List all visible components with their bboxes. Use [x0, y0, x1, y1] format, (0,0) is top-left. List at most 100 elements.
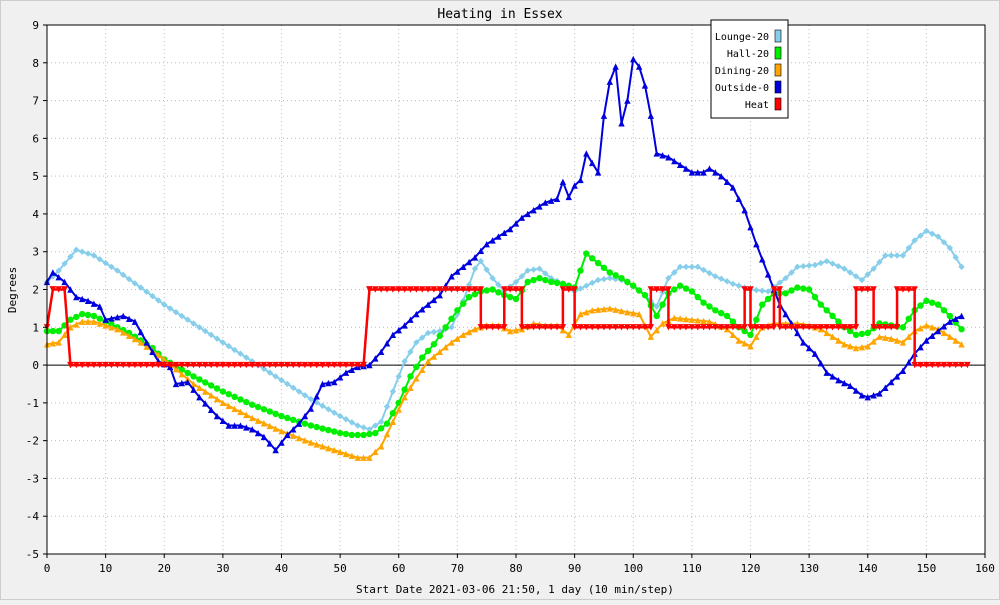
- data-point-lounge-20: [835, 262, 842, 270]
- data-point-outside-0: [735, 195, 742, 203]
- data-point-dining-20: [940, 329, 948, 337]
- data-point-heat: [635, 324, 643, 331]
- data-point-lounge-20: [899, 252, 907, 259]
- data-point-outside-0: [319, 380, 326, 388]
- data-point-dining-20: [589, 307, 596, 314]
- data-point-hall-20: [782, 290, 789, 297]
- data-point-outside-0: [729, 184, 737, 191]
- data-point-outside-0: [225, 422, 232, 429]
- data-point-dining-20: [73, 321, 80, 328]
- data-point-lounge-20: [753, 286, 760, 294]
- data-point-dining-20: [419, 366, 426, 373]
- data-point-outside-0: [401, 322, 408, 329]
- data-point-heat: [501, 324, 508, 331]
- data-point-lounge-20: [172, 308, 180, 316]
- data-point-outside-0: [495, 233, 502, 240]
- data-point-dining-20: [829, 333, 836, 340]
- data-point-hall-20: [794, 284, 801, 291]
- data-point-lounge-20: [73, 246, 80, 254]
- data-point-lounge-20: [700, 266, 707, 274]
- data-point-heat: [659, 286, 666, 293]
- data-point-dining-20: [888, 335, 895, 342]
- data-point-outside-0: [137, 328, 144, 336]
- data-point-outside-0: [547, 197, 555, 204]
- data-point-lounge-20: [166, 305, 174, 312]
- data-point-dining-20: [841, 341, 848, 348]
- data-point-outside-0: [284, 431, 291, 439]
- data-point-lounge-20: [536, 265, 543, 272]
- data-point-hall-20: [530, 276, 537, 284]
- data-point-heat: [905, 286, 912, 293]
- data-point-outside-0: [266, 440, 273, 447]
- data-point-dining-20: [454, 335, 461, 342]
- legend: Lounge-20 Hall-20 Dining-20 Outside-0 Heat: [710, 19, 789, 119]
- data-point-hall-20: [260, 406, 268, 413]
- data-point-outside-0: [243, 424, 250, 431]
- data-point-hall-20: [366, 430, 373, 438]
- data-point-lounge-20: [430, 328, 438, 336]
- data-point-hall-20: [460, 300, 467, 307]
- data-point-hall-20: [630, 282, 637, 289]
- data-point-heat: [143, 361, 150, 369]
- data-point-heat: [647, 324, 655, 331]
- data-point-lounge-20: [120, 271, 127, 279]
- data-point-hall-20: [55, 327, 62, 335]
- data-point-hall-20: [331, 428, 338, 435]
- data-point-lounge-20: [495, 281, 502, 288]
- data-point-dining-20: [202, 388, 209, 395]
- data-point-heat: [565, 286, 572, 293]
- data-point-heat: [805, 324, 813, 331]
- data-point-lounge-20: [272, 373, 279, 380]
- data-point-lounge-20: [671, 269, 678, 276]
- data-point-hall-20: [184, 369, 191, 377]
- data-point-hall-20: [923, 297, 930, 305]
- data-point-outside-0: [331, 378, 338, 386]
- data-point-outside-0: [178, 379, 186, 387]
- data-point-heat: [676, 324, 684, 331]
- data-point-heat: [911, 286, 918, 293]
- data-point-lounge-20: [331, 409, 338, 416]
- data-point-lounge-20: [952, 254, 959, 261]
- data-point-heat: [712, 324, 719, 331]
- data-point-hall-20: [325, 426, 332, 434]
- data-point-heat: [624, 324, 631, 331]
- data-point-hall-20: [348, 431, 356, 439]
- data-point-outside-0: [120, 312, 127, 320]
- data-point-heat: [73, 361, 80, 369]
- data-point-outside-0: [958, 312, 965, 320]
- data-point-outside-0: [342, 369, 350, 376]
- x-tick-label: 160: [975, 562, 995, 575]
- data-point-heat: [770, 286, 778, 293]
- data-point-outside-0: [260, 433, 268, 441]
- data-point-outside-0: [618, 120, 625, 127]
- data-point-hall-20: [612, 272, 619, 279]
- data-point-lounge-20: [841, 265, 848, 272]
- data-point-outside-0: [817, 359, 825, 367]
- x-tick-label: 10: [99, 562, 112, 575]
- data-point-heat: [846, 324, 854, 331]
- data-point-outside-0: [589, 159, 596, 167]
- data-point-outside-0: [366, 361, 373, 369]
- data-point-heat: [547, 324, 555, 331]
- data-point-outside-0: [471, 254, 479, 261]
- data-point-lounge-20: [729, 280, 737, 288]
- data-point-heat: [882, 324, 889, 331]
- data-point-outside-0: [700, 169, 707, 176]
- data-point-dining-20: [155, 351, 162, 359]
- data-point-heat: [706, 324, 713, 331]
- data-point-heat: [483, 324, 490, 331]
- data-point-heat: [477, 286, 485, 293]
- data-point-heat: [776, 324, 784, 331]
- data-point-hall-20: [413, 363, 420, 371]
- data-point-hall-20: [800, 285, 807, 292]
- data-point-heat: [448, 286, 455, 293]
- axes: 0 10 20 30 40 50 60 70 80 90 100 110 120 130 140 150 160…: [26, 19, 995, 575]
- data-point-outside-0: [712, 169, 719, 176]
- data-point-outside-0: [923, 337, 930, 344]
- data-point-heat: [888, 324, 895, 331]
- data-point-outside-0: [635, 63, 643, 70]
- data-point-hall-20: [389, 410, 397, 417]
- data-point-hall-20: [377, 425, 385, 432]
- data-point-dining-20: [372, 448, 379, 456]
- data-point-dining-20: [120, 329, 127, 336]
